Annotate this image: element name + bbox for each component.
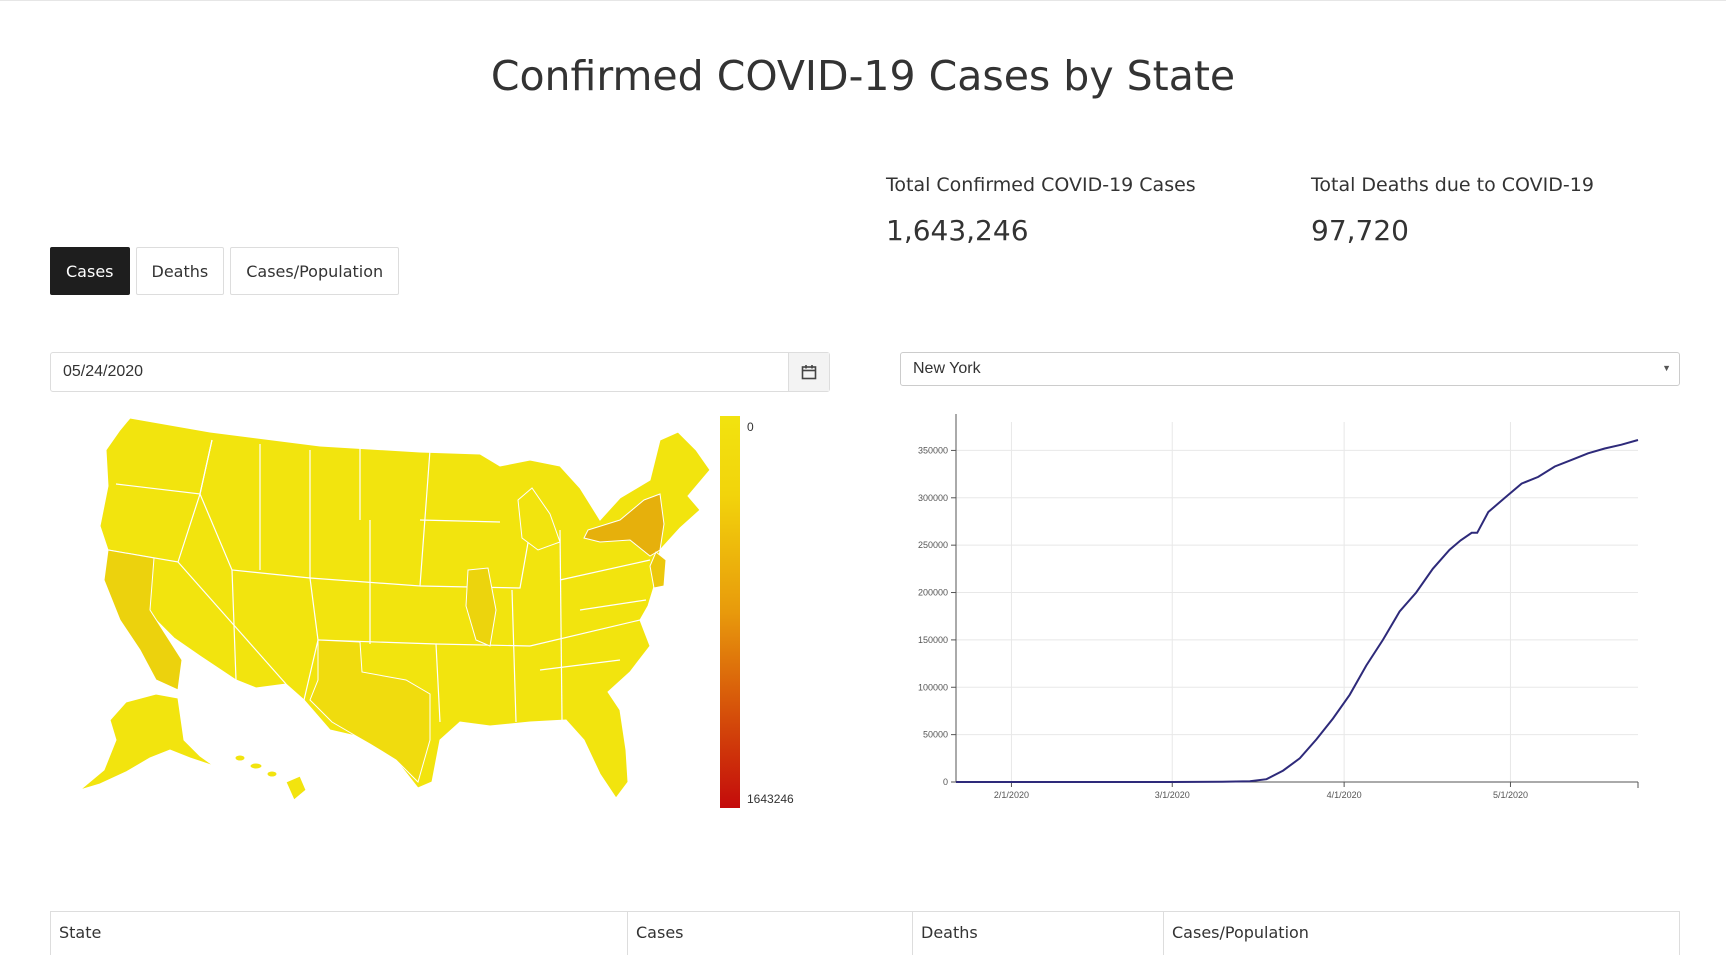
table-header-deaths[interactable]: Deaths bbox=[913, 912, 1164, 955]
calendar-icon bbox=[801, 365, 817, 380]
tab-deaths[interactable]: Deaths bbox=[135, 247, 225, 295]
top-border bbox=[0, 0, 1726, 1]
y-tick-label: 200000 bbox=[918, 588, 948, 598]
metric-tabs: Cases Deaths Cases/Population bbox=[50, 247, 400, 295]
map-contiguous-us bbox=[99, 417, 711, 799]
total-deaths-label: Total Deaths due to COVID-19 bbox=[1311, 174, 1594, 196]
total-cases-stat: Total Confirmed COVID-19 Cases 1,643,246 bbox=[886, 174, 1196, 247]
state-cases-line-chart: 0 50000 100000 150000 200000 250000 300000 3500… bbox=[918, 414, 1639, 800]
x-tick-label: 4/1/2020 bbox=[1327, 790, 1362, 800]
legend-gradient-bar bbox=[720, 416, 740, 808]
y-tick-label: 50000 bbox=[923, 730, 948, 740]
total-deaths-stat: Total Deaths due to COVID-19 97,720 bbox=[1311, 174, 1594, 247]
y-tick-label: 100000 bbox=[918, 682, 948, 692]
map-state-texas bbox=[309, 639, 431, 783]
x-tick-label: 5/1/2020 bbox=[1493, 790, 1528, 800]
y-tick-label: 250000 bbox=[918, 540, 948, 550]
date-input[interactable]: 05/24/2020 bbox=[63, 363, 144, 380]
state-select[interactable]: New York ▼ bbox=[900, 352, 1680, 386]
table-header-cases[interactable]: Cases bbox=[628, 912, 913, 955]
series-line-new-york bbox=[956, 439, 1639, 783]
state-select-value: New York bbox=[913, 360, 981, 377]
total-cases-value: 1,643,246 bbox=[886, 214, 1029, 247]
table-header-cases-population[interactable]: Cases/Population bbox=[1172, 923, 1309, 942]
page-title: Confirmed COVID-19 Cases by State bbox=[490, 52, 1236, 100]
map-color-legend: 0 1643246 bbox=[720, 416, 794, 808]
y-tick-label: 150000 bbox=[918, 635, 948, 645]
map-state-michigan bbox=[517, 487, 561, 551]
tab-cases[interactable]: Cases bbox=[50, 247, 130, 295]
us-choropleth-map bbox=[79, 417, 711, 801]
y-tick-label: 0 bbox=[943, 777, 948, 787]
calendar-button[interactable] bbox=[788, 353, 829, 391]
map-state-california bbox=[103, 549, 183, 691]
map-state-alaska bbox=[79, 693, 215, 791]
total-cases-label: Total Confirmed COVID-19 Cases bbox=[886, 174, 1196, 196]
x-tick-label: 3/1/2020 bbox=[1155, 790, 1190, 800]
map-state-new-jersey bbox=[649, 551, 667, 589]
x-tick-label: 2/1/2020 bbox=[994, 790, 1029, 800]
total-deaths-value: 97,720 bbox=[1311, 214, 1409, 247]
y-tick-label: 350000 bbox=[918, 445, 948, 455]
caret-down-icon: ▼ bbox=[1662, 363, 1671, 373]
table-header-state[interactable]: State bbox=[51, 912, 628, 955]
legend-max-label: 1643246 bbox=[747, 792, 794, 806]
map-state-new-york bbox=[583, 493, 665, 557]
tab-cases-population[interactable]: Cases/Population bbox=[230, 247, 400, 295]
map-state-hawaii bbox=[234, 754, 307, 801]
y-tick-label: 300000 bbox=[918, 493, 948, 503]
state-table-header: State Cases Deaths Cases/Population bbox=[50, 911, 1680, 955]
legend-min-label: 0 bbox=[747, 420, 754, 434]
map-state-illinois bbox=[465, 567, 497, 647]
date-picker[interactable]: 05/24/2020 bbox=[50, 352, 830, 392]
